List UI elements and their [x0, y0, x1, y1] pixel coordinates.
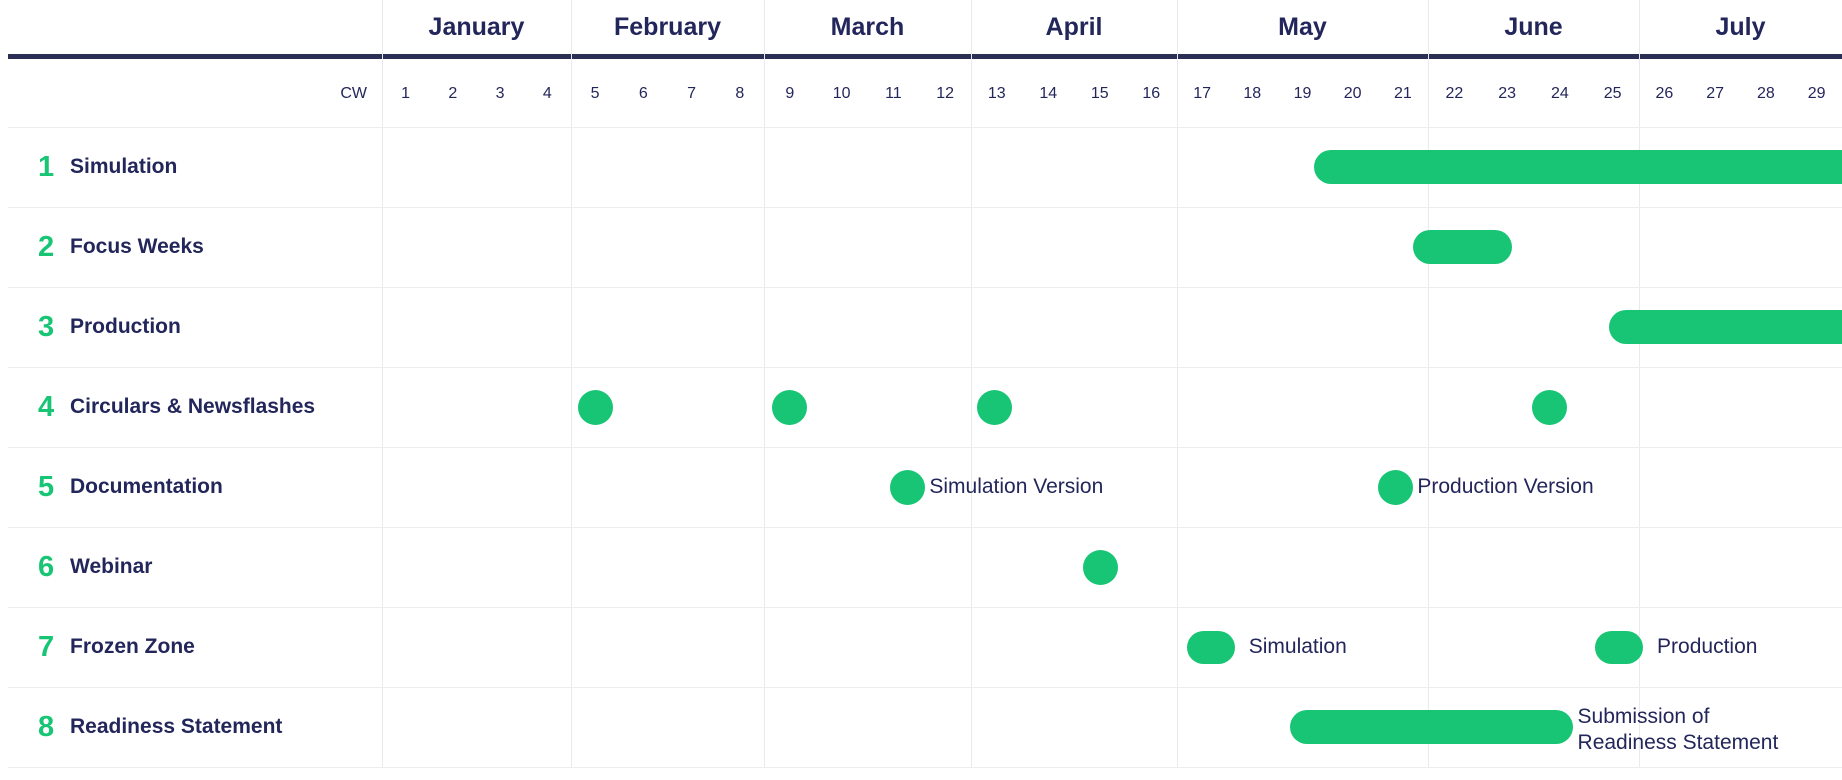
header-divider-line — [8, 54, 1842, 59]
milestone-dot-webinar[interactable] — [1083, 549, 1119, 585]
span-pill-frozen-zone-production[interactable] — [1595, 630, 1644, 664]
row-name: Focus Weeks — [70, 235, 204, 258]
row-name: Documentation — [70, 475, 223, 498]
milestone-label-production-version: Production Version — [1417, 475, 1594, 498]
month-gridline — [571, 0, 572, 767]
row-number: 4 — [38, 390, 55, 423]
row-name: Production — [70, 315, 181, 338]
month-gridline — [764, 0, 765, 767]
row-number: 3 — [38, 310, 55, 343]
row-label-production: 3 Production — [0, 287, 382, 367]
week-tick-1: 1 — [401, 84, 411, 102]
row-name: Simulation — [70, 155, 178, 178]
week-tick-20: 20 — [1343, 84, 1362, 102]
row-name: Circulars & Newsflashes — [70, 395, 316, 418]
milestone-dot-documentation[interactable] — [1377, 469, 1413, 505]
gantt-bar-readiness-statement[interactable] — [1290, 710, 1573, 744]
span-label-simulation: Simulation — [1248, 635, 1347, 658]
row-separator — [8, 607, 1842, 608]
month-gridline — [1639, 0, 1640, 767]
row-name: Webinar — [70, 555, 153, 578]
row-label-focus-weeks: 2 Focus Weeks — [0, 207, 382, 287]
week-tick-25: 25 — [1603, 84, 1622, 102]
row-label-circulars-newsflashes: 4 Circulars & Newsflashes — [0, 367, 382, 447]
month-gridline — [1177, 0, 1178, 767]
month-gridline — [382, 0, 383, 767]
week-tick-21: 21 — [1393, 84, 1412, 102]
milestone-dot-circulars-newsflashes[interactable] — [1531, 389, 1567, 425]
row-number: 1 — [38, 150, 55, 183]
week-tick-13: 13 — [987, 84, 1006, 102]
annotation-line: Submission of — [1577, 705, 1710, 728]
row-number: 2 — [38, 230, 55, 263]
milestone-dot-circulars-newsflashes[interactable] — [976, 389, 1012, 425]
week-tick-10: 10 — [832, 84, 851, 102]
week-tick-17: 17 — [1193, 84, 1211, 102]
row-separator — [8, 767, 1842, 768]
annotation-line: Readiness Statement — [1577, 731, 1779, 754]
week-tick-24: 24 — [1550, 84, 1569, 102]
week-tick-16: 16 — [1142, 84, 1161, 102]
milestone-dot-documentation[interactable] — [889, 469, 925, 505]
week-tick-18: 18 — [1243, 84, 1262, 102]
week-tick-11: 11 — [885, 84, 902, 102]
row-separator — [8, 207, 1842, 208]
row-separator — [8, 127, 1842, 128]
week-tick-22: 22 — [1445, 84, 1464, 102]
row-separator — [8, 527, 1842, 528]
gantt-bar-focus-weeks[interactable] — [1412, 230, 1513, 264]
row-number: 7 — [38, 630, 55, 663]
gantt-bar-simulation[interactable] — [1313, 150, 1842, 184]
row-separator — [8, 447, 1842, 448]
week-tick-27: 27 — [1706, 84, 1725, 102]
row-separator — [8, 287, 1842, 288]
row-number: 5 — [38, 470, 55, 503]
cw-axis-label: CW — [340, 84, 367, 102]
month-header-july: July — [1715, 13, 1766, 41]
milestone-label-simulation-version: Simulation Version — [929, 475, 1104, 498]
span-pill-frozen-zone-simulation[interactable] — [1187, 630, 1235, 664]
month-header-april: April — [1045, 13, 1103, 41]
week-tick-7: 7 — [687, 84, 697, 102]
month-header-january: January — [428, 13, 525, 41]
week-tick-15: 15 — [1090, 84, 1109, 102]
week-tick-9: 9 — [785, 84, 795, 102]
week-tick-29: 29 — [1807, 84, 1826, 102]
row-label-webinar: 6 Webinar — [0, 527, 382, 607]
week-tick-2: 2 — [448, 84, 458, 102]
week-tick-6: 6 — [638, 84, 648, 102]
milestone-dot-circulars-newsflashes[interactable] — [772, 389, 808, 425]
row-label-readiness-statement: 8 Readiness Statement — [0, 687, 382, 767]
month-header-february: February — [614, 13, 721, 41]
month-gridline — [971, 0, 972, 767]
week-tick-26: 26 — [1655, 84, 1674, 102]
span-label-production: Production — [1657, 635, 1758, 658]
row-name: Readiness Statement — [70, 715, 283, 738]
month-header-march: March — [830, 13, 905, 41]
week-tick-3: 3 — [495, 84, 505, 102]
row-separator — [8, 367, 1842, 368]
week-tick-12: 12 — [936, 84, 955, 102]
week-tick-4: 4 — [542, 84, 552, 102]
week-tick-8: 8 — [735, 84, 745, 102]
row-number: 6 — [38, 550, 55, 583]
week-tick-19: 19 — [1293, 84, 1312, 102]
row-number: 8 — [38, 710, 55, 743]
month-gridline — [1428, 0, 1429, 767]
month-header-june: June — [1504, 13, 1563, 41]
gantt-bar-production[interactable] — [1608, 310, 1842, 344]
week-tick-23: 23 — [1498, 84, 1517, 102]
month-header-may: May — [1278, 13, 1327, 41]
row-name: Frozen Zone — [70, 635, 195, 658]
row-label-documentation: 5 Documentation — [0, 447, 382, 527]
row-separator — [8, 687, 1842, 688]
week-tick-28: 28 — [1756, 84, 1775, 102]
row-label-simulation: 1 Simulation — [0, 127, 382, 207]
week-tick-14: 14 — [1039, 84, 1058, 102]
row-label-frozen-zone: 7 Frozen Zone — [0, 607, 382, 687]
week-tick-5: 5 — [590, 84, 600, 102]
milestone-dot-circulars-newsflashes[interactable] — [577, 389, 613, 425]
bar-annotation-submission-of-readiness-statement: Submission of Readiness Statement — [1578, 704, 1842, 756]
